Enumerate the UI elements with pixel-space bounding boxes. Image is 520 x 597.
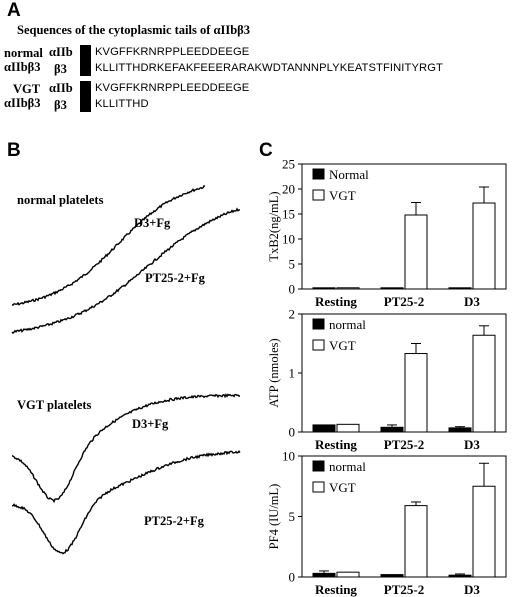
panel-c-letter: C — [259, 140, 273, 161]
normal-b3-sequence: KLLITTHDRKEFAKFEEERARAKWDTANNNPLYKEATSTF… — [95, 62, 443, 74]
bar-vgt-d3 — [472, 334, 496, 433]
normal-transmembrane-box — [80, 45, 91, 76]
bar-vgt-resting — [336, 571, 360, 578]
category-label: PT25-2 — [384, 437, 424, 452]
trace-vgt-d3 — [11, 393, 241, 504]
y-tick-label: 5 — [289, 257, 296, 272]
bar-normal-pt25-2 — [380, 426, 404, 433]
normal-aiib-chain: αIIb — [49, 45, 73, 59]
bar-vgt-resting — [336, 423, 360, 433]
legend-label: VGT — [329, 188, 356, 203]
bar-vgt-pt25-2 — [404, 214, 428, 290]
category-label: D3 — [464, 582, 480, 597]
panel-b-letter: B — [7, 140, 21, 161]
normal-platelets-title: normal platelets — [17, 193, 104, 207]
panel-a-letter: A — [7, 0, 21, 21]
vgt-d3-label: D3+Fg — [132, 417, 169, 431]
y-tick-label: 10 — [282, 449, 295, 464]
normal-b3-chain: β3 — [54, 62, 67, 76]
group-vgt-name: VGT — [13, 82, 41, 96]
y-tick-label: 0 — [289, 282, 296, 297]
bar-normal-pt25-2 — [380, 574, 404, 578]
bar-vgt-resting — [336, 287, 360, 290]
bar-normal-d3 — [448, 574, 472, 578]
bar-vgt-d3 — [472, 202, 496, 290]
category-label: PT25-2 — [384, 582, 424, 597]
y-tick-label: 15 — [282, 207, 295, 222]
category-label: PT25-2 — [384, 294, 424, 309]
group-normal-integrin: αIIbβ3 — [4, 60, 41, 74]
chart-1: 0 1 2 ATP (nmoles) Resting PT25-2 D3 normal VGT — [267, 307, 507, 452]
vgt-platelets-title: VGT platelets — [17, 398, 92, 412]
y-tick-label: 10 — [282, 232, 295, 247]
category-label: Resting — [315, 437, 357, 452]
y-axis-label: TxB2(ng/mL) — [267, 191, 281, 261]
y-tick-label: 25 — [282, 157, 295, 172]
legend-swatch — [312, 339, 325, 351]
chart-frame — [301, 163, 507, 290]
vgt-b3-sequence: KLLITTHD — [95, 98, 149, 110]
y-axis-label: PF4 (IU/mL) — [267, 484, 281, 550]
chart-2: 0 5 10 PF4 (IU/mL) Resting PT25-2 D3 normal VGT — [267, 449, 507, 597]
category-label: Resting — [315, 582, 357, 597]
bar-normal-resting — [312, 287, 336, 290]
bar-normal-d3 — [448, 427, 472, 433]
y-tick-label: 5 — [289, 509, 296, 524]
legend-label: VGT — [329, 480, 356, 495]
legend-swatch — [312, 189, 325, 201]
bar-normal-pt25-2 — [380, 287, 404, 290]
chart-0: 0 5 10 15 20 25 TxB2(ng/mL) Resting PT25-2 D3 Norm… — [267, 157, 507, 309]
bar-normal-resting — [312, 572, 336, 578]
legend-swatch — [312, 318, 325, 330]
bar-vgt-d3 — [472, 485, 496, 578]
category-label: D3 — [464, 437, 480, 452]
legend-swatch — [312, 460, 325, 472]
trace-vgt-pt25-2 — [11, 450, 241, 555]
bar-normal-resting — [312, 424, 336, 433]
legend-label: VGT — [329, 338, 356, 353]
legend-swatch — [312, 168, 325, 180]
y-axis-label: ATP (nmoles) — [267, 338, 281, 407]
legend-swatch — [312, 481, 325, 493]
y-tick-label: 0 — [289, 425, 296, 440]
normal-aiib-sequence: KVGFFKRNRPPLEEDDEEGE — [95, 46, 250, 58]
bar-vgt-pt25-2 — [404, 353, 428, 433]
vgt-aiib-chain: αIIb — [49, 81, 73, 95]
vgt-aiib-sequence: KVGFFKRNRPPLEEDDEEGE — [95, 82, 250, 94]
vgt-pt25-label: PT25-2+Fg — [144, 514, 204, 528]
bar-vgt-pt25-2 — [404, 505, 428, 578]
category-label: D3 — [464, 294, 480, 309]
legend-label: normal — [329, 459, 366, 474]
trace-normal-d3 — [12, 184, 206, 306]
legend-label: normal — [329, 317, 366, 332]
legend-label: Normal — [329, 167, 369, 182]
vgt-b3-chain: β3 — [54, 98, 67, 112]
y-tick-label: 2 — [289, 307, 296, 322]
bar-normal-d3 — [448, 287, 472, 290]
category-label: Resting — [315, 294, 357, 309]
y-tick-label: 1 — [289, 366, 296, 381]
y-tick-label: 20 — [282, 182, 295, 197]
group-normal-name: normal — [4, 46, 43, 60]
sequence-title: Sequences of the cytoplasmic tails of αI… — [17, 23, 251, 37]
y-tick-label: 0 — [289, 570, 296, 585]
group-vgt-integrin: αIIbβ3 — [4, 96, 41, 110]
trace-normal-pt25-2 — [11, 207, 240, 335]
normal-pt25-label: PT25-2+Fg — [145, 271, 205, 285]
vgt-transmembrane-box — [80, 81, 91, 112]
aggregation-traces — [11, 184, 241, 555]
